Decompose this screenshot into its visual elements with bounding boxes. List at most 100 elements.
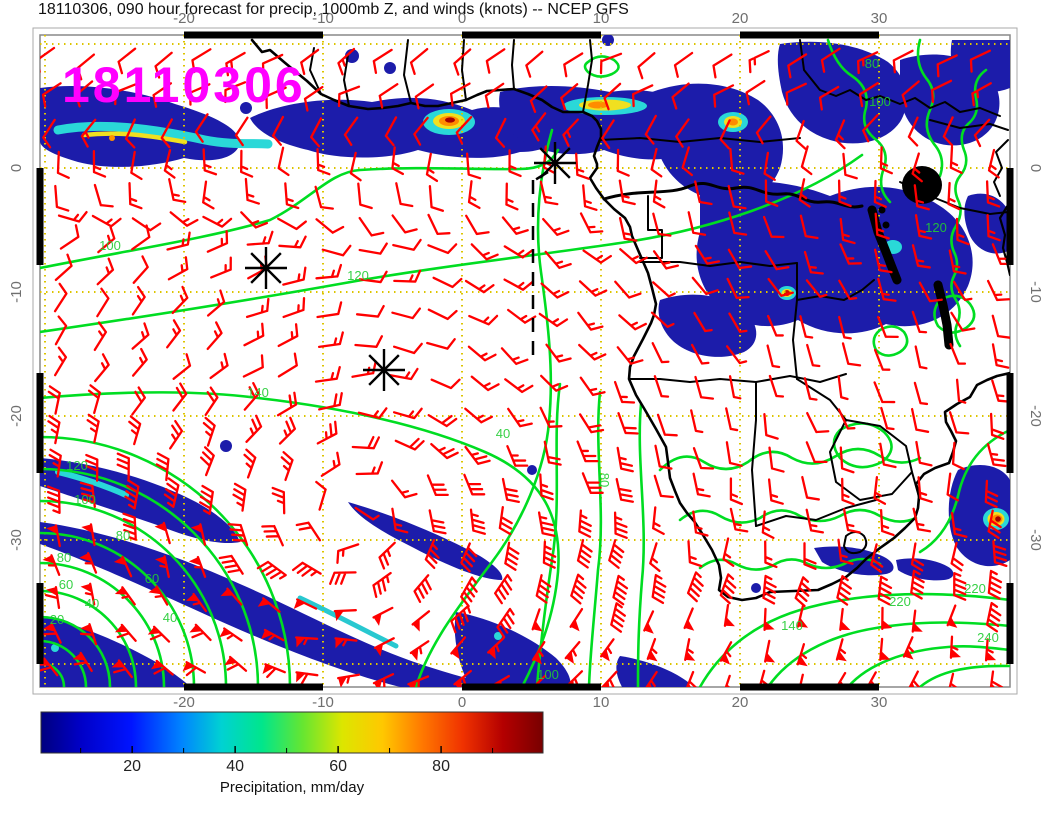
wind-barb	[955, 217, 970, 246]
wind-barb	[796, 604, 809, 628]
wind-barb	[94, 353, 110, 383]
wind-barb	[240, 149, 254, 178]
wind-barb	[691, 276, 719, 296]
wind-barb	[485, 48, 506, 74]
wind-barb	[911, 244, 931, 269]
wind-barb	[295, 521, 322, 542]
wind-barb	[603, 82, 622, 111]
colorbar-tick-label: 80	[432, 758, 450, 775]
wind-barb	[805, 508, 824, 534]
wind-barb	[949, 342, 967, 365]
wind-barb	[504, 541, 520, 571]
wind-barb	[839, 243, 863, 265]
wind-barb	[722, 537, 735, 567]
wind-barb	[839, 607, 851, 632]
wind-barb	[839, 217, 856, 245]
wind-barb	[464, 279, 495, 294]
wind-barb	[315, 480, 327, 511]
wind-barb	[650, 311, 675, 328]
wind-barb	[394, 437, 425, 451]
wind-barb	[191, 48, 212, 74]
wind-barb	[343, 116, 359, 146]
wind-barb	[910, 407, 930, 433]
contour-label: 80	[116, 528, 130, 543]
wind-barb	[80, 582, 96, 606]
wind-barb	[675, 118, 690, 148]
wind-barb	[470, 243, 499, 261]
wind-barb	[114, 83, 137, 106]
wind-barb	[562, 118, 579, 147]
wind-barb	[354, 506, 380, 521]
lat-label-left: 0	[8, 164, 25, 172]
contour-label: 40	[85, 596, 99, 611]
wind-barb	[874, 212, 890, 240]
wind-barb	[727, 248, 753, 270]
wind-barb	[265, 86, 287, 110]
wind-barb	[86, 413, 100, 444]
wind-barb	[949, 635, 961, 659]
wind-barb	[616, 148, 630, 177]
lon-label-top: -20	[173, 10, 195, 27]
wind-barb	[755, 115, 772, 145]
wind-barb	[427, 243, 458, 255]
wind-barb	[453, 48, 472, 76]
wind-barb	[694, 180, 713, 206]
wind-barb	[873, 179, 887, 208]
wind-barb	[150, 659, 174, 676]
wind-barb	[690, 409, 704, 434]
wind-barb	[53, 346, 68, 377]
wind-barb	[803, 377, 818, 401]
wind-barb	[243, 448, 257, 479]
wind-barb	[199, 446, 215, 477]
wind-barb	[132, 255, 149, 284]
wind-barb	[799, 315, 814, 339]
wind-barb	[44, 585, 61, 610]
wind-barb	[748, 50, 770, 74]
wind-barb	[318, 392, 343, 411]
wind-barb	[948, 411, 970, 435]
colorbar-gradient	[40, 711, 544, 754]
wind-barb	[428, 509, 447, 535]
wind-barb	[913, 381, 929, 406]
wind-barb	[942, 116, 954, 147]
wind-barb	[218, 554, 244, 575]
wind-barb	[837, 179, 852, 208]
wind-barb	[531, 640, 546, 665]
wind-barb	[873, 348, 891, 371]
contour-label: 40	[496, 426, 510, 441]
wind-barb	[615, 477, 634, 503]
wind-barb	[915, 440, 933, 467]
wind-barb	[152, 82, 173, 108]
wind-barb	[907, 116, 919, 147]
wind-barb	[424, 538, 440, 570]
wind-barb	[74, 80, 94, 108]
wind-barb	[683, 607, 695, 631]
wind-barb	[947, 181, 961, 211]
wind-barb	[539, 180, 559, 206]
wind-barb	[946, 672, 962, 687]
wind-barb	[291, 561, 322, 577]
wind-barb	[613, 511, 628, 539]
lat-label-right: -30	[1027, 529, 1044, 551]
wind-barb	[284, 182, 300, 210]
wind-barb	[768, 446, 785, 473]
wind-barb	[946, 604, 958, 628]
wind-barb	[914, 345, 928, 370]
wind-barb	[131, 347, 148, 377]
wind-barb	[372, 673, 395, 687]
wind-barb	[224, 81, 247, 104]
wind-barb	[805, 441, 828, 464]
wind-barb	[427, 414, 458, 428]
wind-barb	[391, 507, 409, 534]
wind-barb	[378, 83, 399, 109]
wind-barb	[131, 224, 151, 251]
wind-barb	[838, 279, 858, 301]
wind-barb	[652, 179, 666, 209]
wind-barb	[610, 602, 626, 633]
wind-barb	[334, 637, 358, 649]
wind-barb	[48, 448, 62, 478]
wind-barb	[484, 82, 505, 109]
colorbar-tick-label: 20	[123, 758, 141, 775]
wind-barb	[378, 541, 396, 570]
wind-barb	[873, 381, 896, 404]
